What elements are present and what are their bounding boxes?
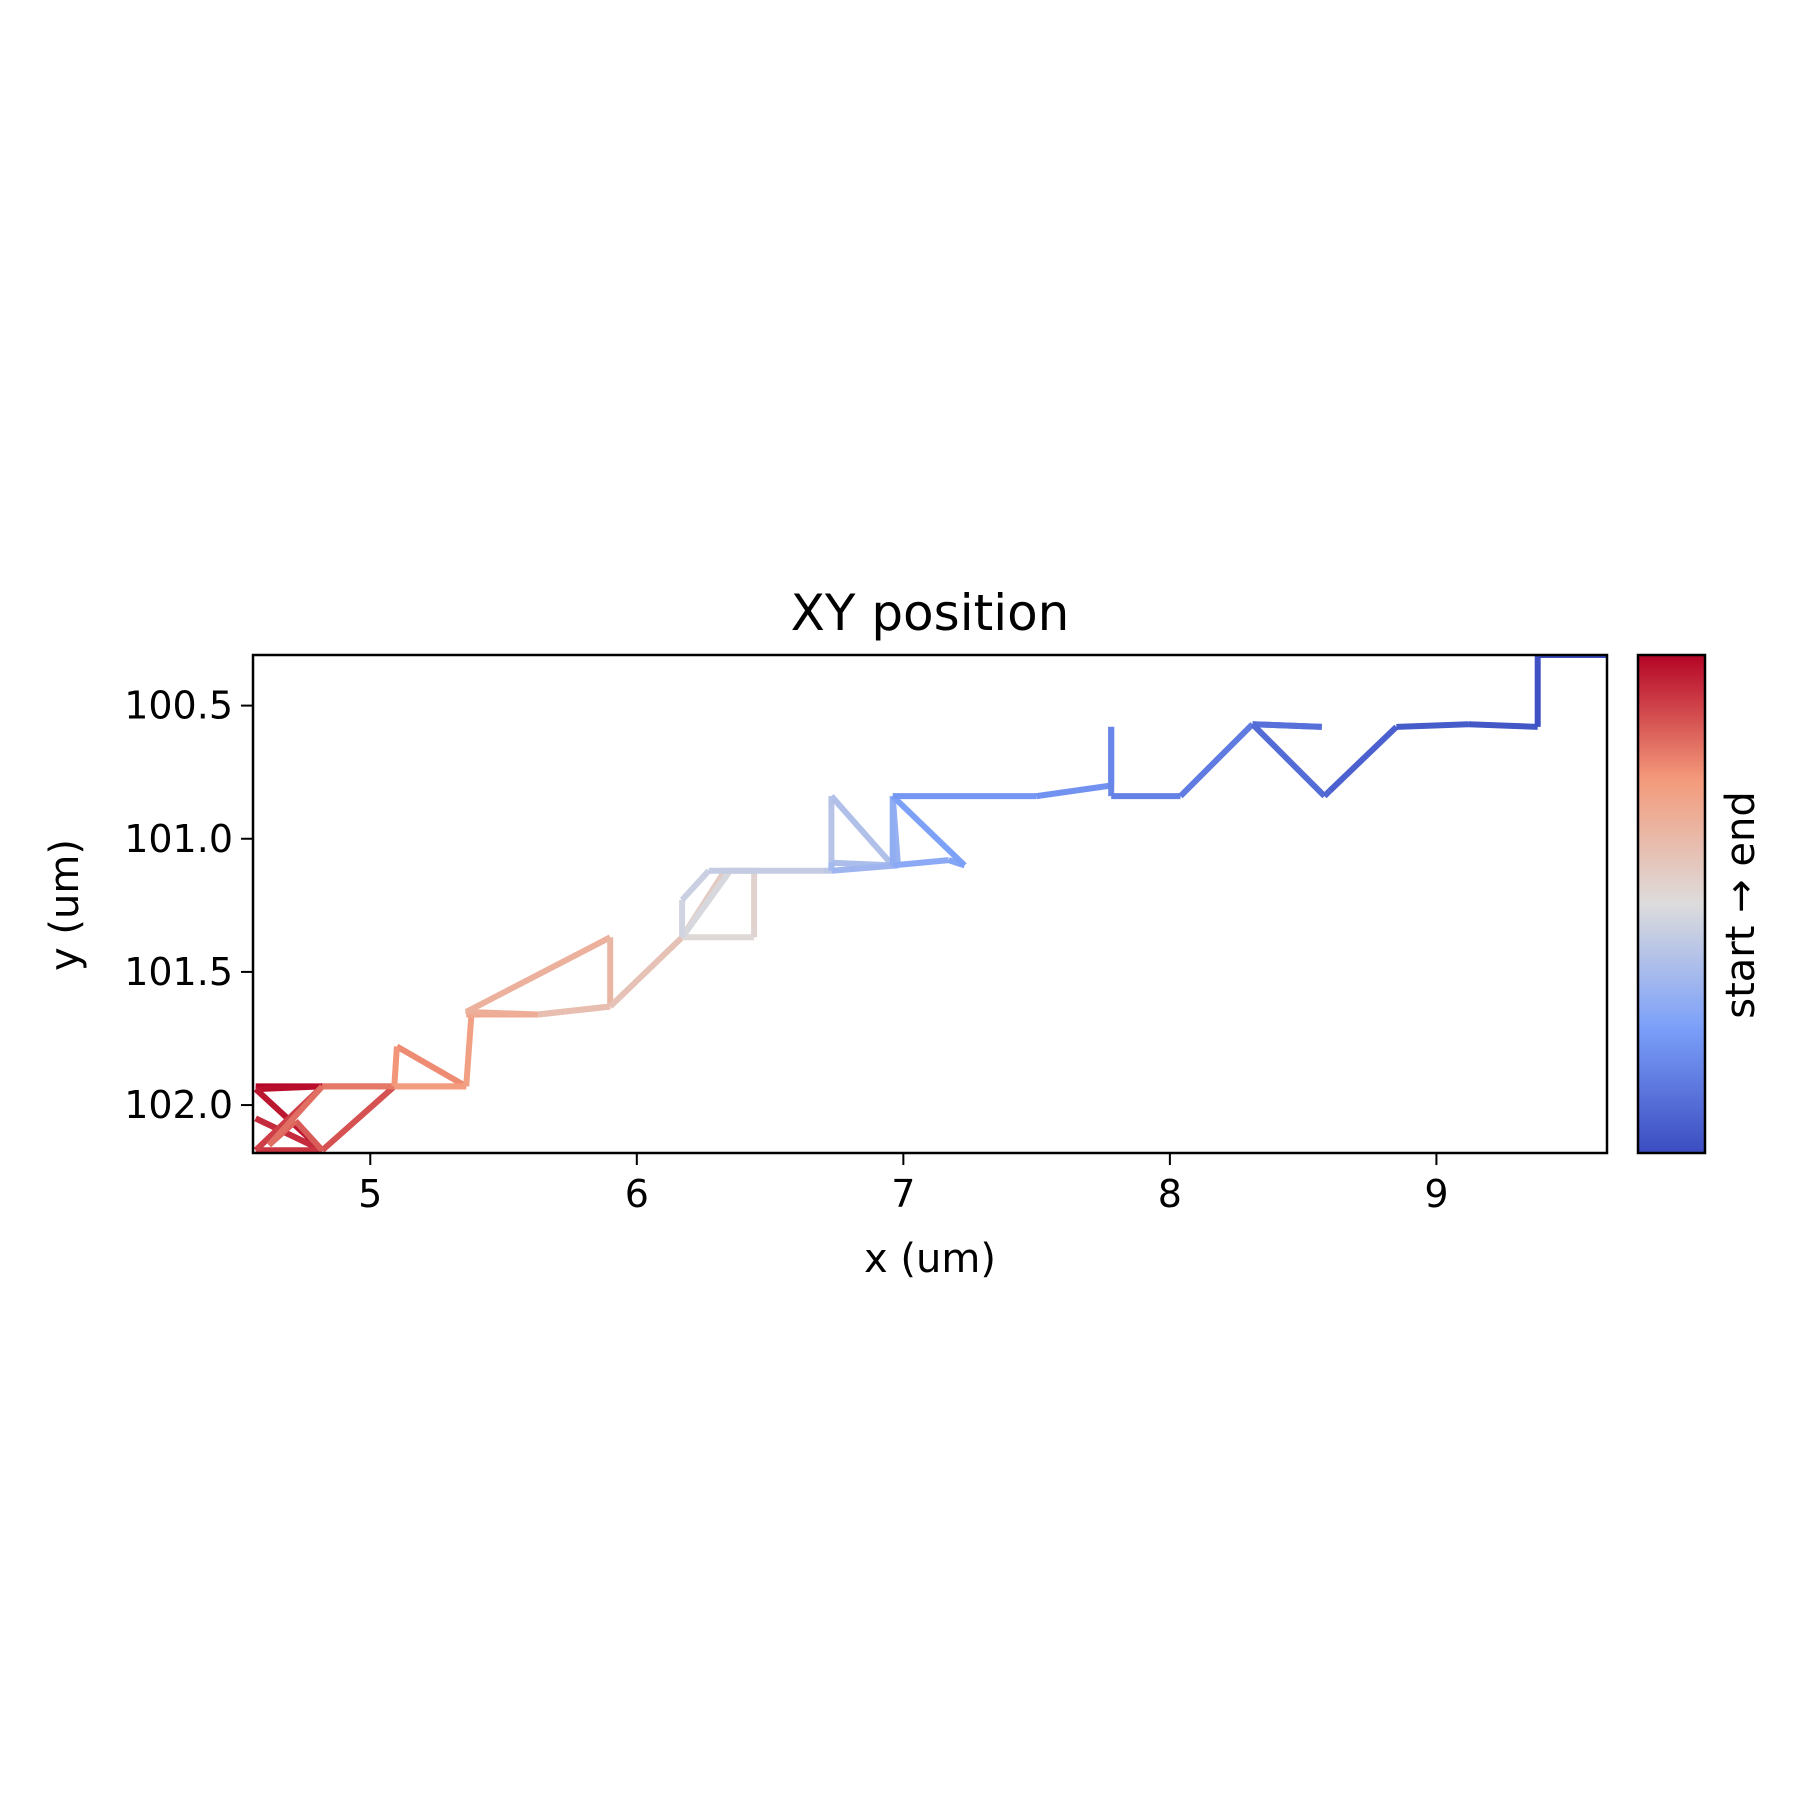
x-tick-label: 6	[625, 1172, 649, 1216]
trajectory-segment	[537, 1003, 611, 1018]
trajectory-segment	[466, 1008, 539, 1018]
trajectory-segment	[831, 862, 899, 874]
y-axis: 100.5 101.0 101.5 102.0	[124, 684, 253, 1127]
trajectory-segment	[1250, 722, 1327, 799]
trajectory-segment	[1036, 782, 1112, 800]
trajectory-segment	[1178, 722, 1255, 799]
y-tick-label: 102.0	[124, 1083, 233, 1127]
x-tick-label: 9	[1424, 1172, 1448, 1216]
trajectory-segment	[1252, 721, 1322, 730]
trajectory-segment	[255, 1083, 323, 1093]
colorbar	[1636, 653, 1707, 1155]
trajectory-segment	[890, 793, 967, 868]
x-axis-label: x (um)	[864, 1236, 996, 1282]
trajectory-segment	[266, 1084, 325, 1148]
trajectory-segment	[829, 794, 895, 868]
trajectory-segment	[679, 868, 712, 903]
x-tick-label: 7	[891, 1172, 915, 1216]
trajectory-segment	[320, 1084, 397, 1153]
trajectory-segment	[464, 934, 612, 1015]
trajectory-segment	[1396, 721, 1469, 730]
y-axis-label: y (um)	[42, 839, 88, 971]
trajectory-segment	[679, 868, 733, 940]
y-tick-label: 100.5	[124, 684, 233, 728]
trajectory-segment	[293, 1118, 325, 1153]
trajectory-series	[253, 655, 1607, 1153]
chart-title: XY position	[791, 584, 1070, 642]
x-axis: 5 6 7 8 9	[358, 1153, 1449, 1216]
trajectory-segment	[1322, 788, 1332, 799]
y-tick-label: 101.5	[124, 950, 233, 994]
trajectory-segment	[892, 857, 949, 869]
trajectory-segment	[1327, 724, 1399, 793]
trajectory-segment	[608, 935, 685, 1009]
plot-frame	[251, 653, 1609, 1155]
x-tick-label: 5	[358, 1172, 382, 1216]
trajectory-segment	[463, 1011, 475, 1087]
x-tick-label: 8	[1158, 1172, 1182, 1216]
colorbar-label: start → end	[1718, 791, 1764, 1018]
trajectory-segment	[254, 1115, 324, 1153]
y-tick-label: 101.0	[124, 817, 233, 861]
trajectory-segment	[1468, 721, 1538, 730]
trajectory-segment	[391, 1046, 400, 1087]
trajectory-segment	[395, 1043, 468, 1089]
